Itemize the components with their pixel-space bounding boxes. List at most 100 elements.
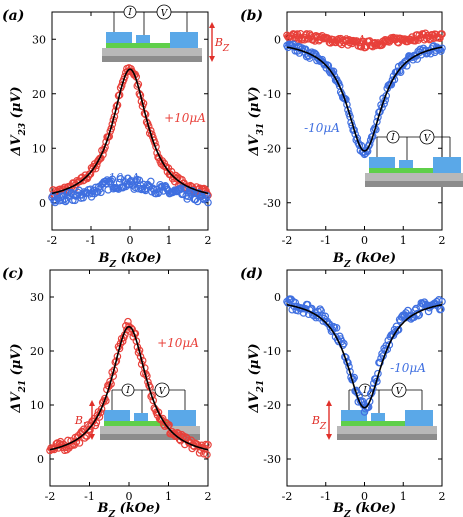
x-tick-label: -2 [282, 234, 293, 247]
panel-tag: (d) [240, 266, 263, 282]
voltmeter-letter: V [159, 387, 167, 397]
data-point [317, 307, 325, 315]
x-tick-label: 2 [439, 490, 446, 503]
voltmeter-letter: V [161, 9, 169, 19]
data-point [383, 345, 392, 354]
x-tick-label: 2 [205, 234, 212, 247]
x-tick-label: -1 [84, 490, 95, 503]
electrode-1 [369, 157, 395, 168]
substrate-base [365, 181, 463, 187]
data-point [95, 156, 103, 164]
substrate-base [337, 434, 437, 440]
data-point [137, 185, 146, 194]
x-tick-label: 0 [126, 490, 133, 503]
data-point [385, 341, 394, 349]
data-point [404, 306, 412, 315]
voltmeter-icon [154, 382, 170, 398]
chart-panel-d: -2 -1 0 1 20-10-20-30(d)BZ (kOe)ΔV21 (μV)I VB… [240, 266, 446, 517]
series-plus-10uA [283, 29, 446, 52]
voltmeter-icon [391, 382, 407, 398]
voltmeter-icon [419, 129, 435, 145]
data-point [87, 422, 95, 430]
data-point [127, 324, 135, 332]
plot-frame [49, 269, 209, 487]
substrate-layer [102, 48, 202, 56]
x-tick-label: 1 [165, 490, 172, 503]
panel-tag: (a) [2, 8, 24, 24]
y-axis-label: ΔV23 (μV) [9, 86, 28, 156]
voltmeter-letter: V [396, 387, 404, 397]
data-point [75, 439, 84, 447]
current-source-letter: I [362, 386, 367, 396]
series-label: -10μA [104, 171, 140, 185]
substrate-base [100, 434, 200, 440]
data-point [365, 140, 374, 148]
y-tick-label: 0 [274, 291, 281, 304]
data-point [293, 30, 302, 38]
spacer-layer [341, 421, 411, 426]
field-arrow-head [209, 22, 215, 28]
data-point [376, 358, 384, 367]
x-axis-label: BZ (kOe) [332, 251, 396, 270]
y-axis-label: ΔV31 (μV) [247, 86, 266, 156]
x-tick-label: 2 [439, 234, 446, 247]
x-tick-label: -2 [45, 490, 56, 503]
data-point [365, 397, 374, 406]
x-tick-label: 1 [166, 234, 173, 247]
y-tick-label: 0 [274, 33, 281, 46]
voltmeter-letter: V [424, 134, 432, 144]
series-label: -10μA [390, 361, 426, 375]
data-point [332, 323, 341, 332]
x-tick-label: -1 [320, 234, 331, 247]
series-label: +10μA [164, 111, 206, 125]
field-arrow-head [89, 400, 95, 406]
y-tick-label: 10 [32, 142, 46, 155]
data-point [330, 323, 339, 332]
y-tick-label: 0 [39, 197, 46, 210]
y-axis-label: ΔV21 (μV) [9, 343, 28, 413]
data-point [313, 311, 321, 320]
device-inset: I V BZ [102, 4, 230, 62]
data-point [130, 185, 138, 193]
x-tick-label: -2 [47, 234, 58, 247]
electrode-1 [104, 410, 130, 421]
y-tick-label: 20 [32, 88, 46, 101]
electrode-2 [371, 413, 385, 421]
data-point [302, 30, 311, 38]
electrode-2 [136, 35, 150, 43]
data-point [438, 30, 446, 38]
current-source-letter: I [125, 386, 130, 396]
data-point [97, 188, 105, 197]
data-point [341, 353, 349, 361]
data-point [108, 175, 117, 184]
electrode-1 [106, 32, 132, 43]
field-arrow-tail [209, 56, 215, 62]
data-point [150, 404, 159, 412]
spacer-layer [106, 43, 176, 48]
data-point [204, 441, 212, 449]
current-source-letter: I [390, 133, 395, 143]
current-source-icon [386, 130, 400, 144]
series-label: +10μA [324, 33, 366, 47]
y-axis-label: ΔV21 (μV) [247, 343, 266, 413]
data-point [61, 197, 70, 206]
y-tick-label: 0 [37, 453, 44, 466]
series-minus-10uA [283, 295, 446, 416]
field-arrow-head [326, 400, 332, 406]
x-tick-label: 0 [361, 490, 368, 503]
inset-field-label: BZ [311, 414, 327, 432]
y-tick-label: -20 [263, 142, 281, 155]
data-point [406, 35, 414, 44]
data-point [132, 177, 141, 185]
data-point [96, 185, 104, 193]
x-tick-label: -2 [282, 490, 293, 503]
data-point [147, 177, 155, 186]
substrate-base [102, 56, 202, 62]
x-axis-label: BZ (kOe) [97, 251, 161, 270]
substrate-layer [337, 426, 437, 434]
data-point [199, 449, 208, 458]
electrode-3 [405, 410, 433, 426]
